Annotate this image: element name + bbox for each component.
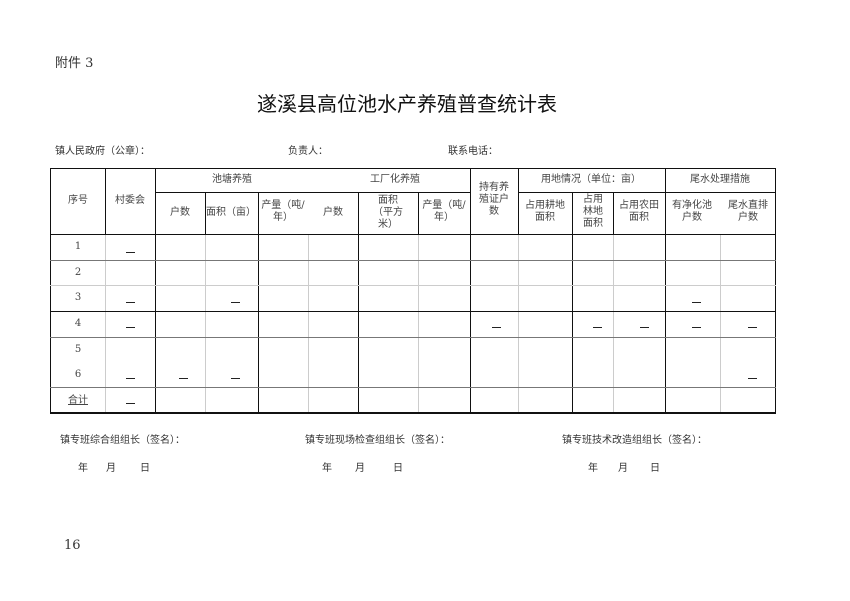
empty-dash [231,378,240,379]
date-month: 月 [355,463,365,474]
empty-dash [126,403,135,404]
header-tail: 尾水处理措施 [690,174,750,185]
page-number: 16 [64,538,81,553]
header-land-field: 占用农田面积 [619,200,659,223]
attachment-label: 附件 3 [55,56,94,71]
empty-dash [692,327,701,328]
row-seq: 2 [74,267,82,278]
row-seq: 1 [74,241,82,252]
header-tail-direct: 尾水直排户数 [728,200,768,223]
empty-dash [231,302,240,303]
page-title: 遂溪县高位池水产养殖普查统计表 [257,92,557,116]
header-land: 用地情况（单位：亩） [541,174,641,185]
header-factory-area: 面积（平方米） [373,195,403,230]
gov-seal-label: 镇人民政府（公章）： [55,146,150,157]
empty-dash [492,327,501,328]
date-day: 日 [393,463,403,474]
empty-dash [179,378,188,379]
empty-dash [126,378,135,379]
empty-dash [593,327,602,328]
date-month: 月 [618,463,628,474]
empty-dash [126,327,135,328]
empty-dash [126,252,135,253]
empty-dash [748,327,757,328]
row-seq: 6 [74,369,82,380]
header-factory: 工厂化养殖 [370,174,420,185]
header-pond-output: 产量（吨/年） [261,200,305,223]
empty-dash [692,302,701,303]
header-village: 村委会 [115,195,145,206]
header-pond-area: 面积（亩） [206,207,256,218]
signature-label: 镇专班综合组组长（签名）： [60,435,185,446]
row-seq: 5 [74,344,82,355]
header-tail-pool: 有净化池户数 [672,200,712,223]
date-year: 年 [588,463,598,474]
empty-dash [748,378,757,379]
date-day: 日 [140,463,150,474]
empty-dash [640,327,649,328]
row-seq: 4 [74,318,82,329]
leader-label: 负责人： [288,146,328,157]
date-year: 年 [78,463,88,474]
phone-label: 联系电话： [448,146,498,157]
header-factory-households: 户数 [323,207,343,218]
signature-label: 镇专班技术改造组组长（签名）： [562,435,707,446]
header-pond-households: 户数 [170,207,190,218]
date-month: 月 [106,463,116,474]
header-pond: 池塘养殖 [212,174,252,185]
date-day: 日 [650,463,660,474]
header-factory-output: 产量（吨/年） [422,200,466,223]
header-land-farm: 占用耕地面积 [525,200,565,223]
empty-dash [126,302,135,303]
row-total: 合计 [68,395,88,406]
header-seq: 序号 [68,195,88,206]
signature-label: 镇专班现场检查组组长（签名）： [305,435,450,446]
header-licensed: 持有养殖证户数 [479,182,509,217]
date-year: 年 [322,463,332,474]
row-seq: 3 [74,292,82,303]
header-land-forest: 占用林地面积 [583,194,603,229]
